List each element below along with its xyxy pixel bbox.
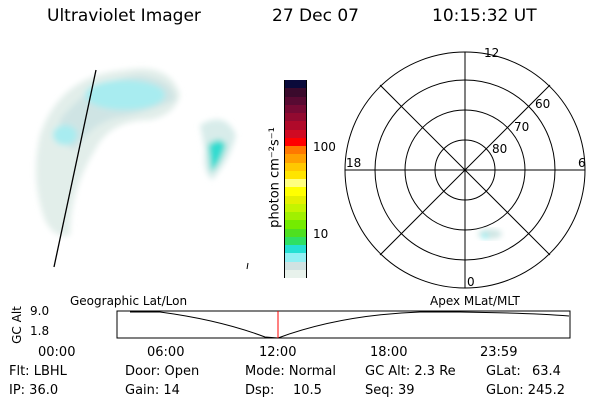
polar-emission (478, 229, 502, 239)
colorbar-segment (285, 195, 306, 204)
colorbar-segment (285, 179, 306, 188)
colorbar-segment (285, 220, 306, 229)
instrument-title: Ultraviolet Imager (47, 6, 201, 26)
colorbar-segment (285, 212, 306, 221)
gc-alt-status: GC Alt: 2.3 Re (365, 364, 456, 379)
polar-plot (344, 51, 586, 289)
polar-label-6: 6 (578, 156, 586, 170)
dsp-value: 10.5 (293, 383, 322, 398)
colorbar-segment (285, 104, 306, 113)
y-axis-label: GC Alt (10, 306, 24, 344)
y-tick-bottom: 1.8 (30, 324, 50, 338)
x-tick-3: 18:00 (370, 345, 408, 360)
colorbar-segment (285, 96, 306, 105)
colorbar-segment (285, 187, 306, 196)
glon-status: GLon: 245.2 (486, 383, 566, 398)
x-tick-4: 23:59 (480, 345, 518, 360)
gain-status: Gain: 14 (125, 383, 180, 398)
colorbar-label: photon cm⁻²s⁻¹ (267, 127, 283, 228)
colorbar-segment (285, 170, 306, 179)
colorbar-segment (285, 253, 306, 262)
colorbar-segment (285, 137, 306, 146)
colorbar-segment (285, 80, 306, 89)
ip-status: IP: 36.0 (9, 383, 59, 398)
polar-label-0: 0 (467, 275, 475, 289)
geographic-label: Geographic Lat/Lon (70, 294, 188, 308)
terminator-line (53, 69, 97, 268)
mode-status: Mode: Normal (245, 364, 336, 379)
colorbar-axis (306, 80, 307, 278)
colorbar-segment (285, 245, 306, 254)
colorbar-axis-left (284, 80, 285, 278)
x-tick-0: 00:00 (38, 345, 76, 360)
glat-value: 63.4 (532, 364, 561, 379)
filter-status: Flt: LBHL (9, 364, 67, 379)
colorbar-tick-10: 10 (313, 227, 329, 241)
tick-mark (246, 262, 249, 270)
polar-label-12: 12 (484, 46, 500, 60)
time-label: 10:15:32 UT (432, 6, 537, 26)
polar-ring-label-80: 80 (492, 142, 508, 156)
x-tick-2: 12:00 (259, 345, 297, 360)
colorbar-segment (285, 236, 306, 245)
door-status: Door: Open (125, 364, 200, 379)
colorbar-segment (285, 154, 306, 163)
apex-label: Apex MLat/MLT (430, 294, 520, 308)
polar-ring-label-70: 70 (514, 120, 530, 134)
polar-label-18: 18 (346, 156, 362, 170)
x-tick-1: 06:00 (147, 345, 185, 360)
colorbar-segment (285, 261, 306, 270)
colorbar-segment (285, 121, 306, 130)
colorbar-tick-100: 100 (313, 140, 336, 154)
colorbar (285, 80, 306, 278)
glat-label: GLat: (486, 364, 521, 379)
seq-status: Seq: 39 (365, 383, 415, 398)
y-tick-top: 9.0 (30, 304, 50, 318)
altitude-curve (130, 311, 570, 339)
colorbar-segment (285, 269, 306, 278)
dsp-label: Dsp: (245, 383, 275, 398)
colorbar-segment (285, 228, 306, 237)
colorbar-segment (285, 146, 306, 155)
date-label: 27 Dec 07 (272, 6, 359, 26)
altitude-plot-frame (116, 310, 571, 339)
colorbar-segment (285, 162, 306, 171)
polar-ring-label-60: 60 (535, 97, 551, 111)
colorbar-segment (285, 203, 306, 212)
emission-region (36, 68, 236, 236)
colorbar-segment (285, 129, 306, 138)
colorbar-segment (285, 113, 306, 122)
polar-diag-2 (379, 84, 551, 256)
colorbar-segment (285, 88, 306, 97)
